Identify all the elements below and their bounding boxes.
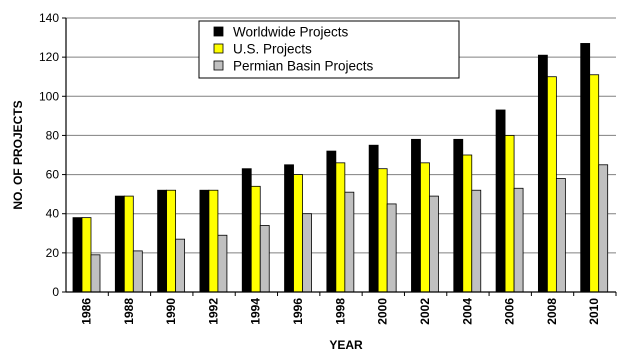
x-tick-label: 1988: [122, 298, 136, 325]
legend: Worldwide Projects U.S. Projects Permian B…: [198, 20, 460, 79]
bar: [302, 213, 312, 293]
bar: [368, 144, 379, 293]
x-axis-ticks: 1986 1988 1990 1992 1994 1996 1998 2000 2002 2004…: [80, 292, 617, 325]
y-tick-label: 100: [39, 89, 59, 103]
bar: [241, 168, 252, 293]
bar: [259, 225, 270, 293]
y-tick-label: 60: [46, 168, 60, 182]
x-tick-label: 1992: [206, 298, 220, 325]
y-tick-label: 80: [46, 128, 60, 142]
x-tick-label: 2008: [545, 298, 559, 325]
x-tick-label: 2010: [587, 298, 601, 325]
legend-label: U.S. Projects: [233, 42, 312, 57]
bar: [580, 43, 591, 293]
bar: [175, 238, 186, 293]
bar: [513, 187, 524, 293]
y-tick-label: 0: [52, 285, 59, 299]
legend-swatch: [213, 26, 224, 37]
bar: [81, 217, 92, 293]
bar: [411, 138, 421, 293]
bar: [123, 195, 134, 293]
bar: [250, 185, 261, 293]
bar: [90, 254, 101, 293]
bar: [555, 178, 566, 293]
x-tick-label: 1990: [164, 298, 178, 325]
x-tick-label: 1994: [249, 298, 263, 325]
bar: [546, 76, 557, 293]
bar: [114, 195, 125, 293]
bar: [598, 164, 609, 293]
bars: [72, 43, 609, 293]
bar: [420, 162, 430, 293]
x-tick-label: 2002: [418, 298, 432, 325]
bar: [386, 203, 397, 293]
x-tick-label: 1996: [291, 298, 305, 325]
legend-swatch: [213, 60, 224, 71]
y-axis-label: NO. OF PROJECTS: [11, 100, 25, 209]
y-tick-label: 20: [46, 246, 60, 260]
y-tick-label: 120: [39, 50, 59, 64]
x-axis-label: YEAR: [329, 338, 363, 352]
legend-box: [198, 20, 460, 79]
bar: [429, 195, 439, 293]
legend-label: Permian Basin Projects: [233, 59, 374, 74]
bar: [72, 217, 83, 293]
bar: [166, 189, 177, 293]
bar: [326, 150, 337, 293]
y-axis-ticks: 0 20 40 60 80 100 120 140: [39, 11, 66, 299]
bar: [208, 189, 219, 293]
bar: [157, 189, 168, 293]
legend-swatch: [213, 43, 224, 54]
x-tick-label: 2006: [503, 298, 517, 325]
bar: [132, 250, 143, 293]
bar: [377, 168, 388, 293]
bar: [217, 234, 228, 293]
y-tick-label: 140: [39, 11, 59, 25]
legend-label: Worldwide Projects: [233, 25, 349, 40]
x-tick-label: 2004: [460, 298, 474, 325]
bar: [462, 154, 473, 293]
bar: [199, 189, 210, 293]
bar: [537, 54, 548, 293]
y-tick-label: 40: [46, 207, 60, 221]
x-tick-label: 2000: [376, 298, 390, 325]
axes: [65, 18, 616, 293]
bar: [284, 164, 294, 293]
bar: [344, 191, 355, 293]
bar: [589, 74, 600, 293]
x-tick-label: 1986: [80, 298, 94, 325]
bar: [495, 109, 506, 293]
bar: [293, 174, 303, 293]
bar: [335, 162, 346, 293]
bar: [504, 135, 515, 293]
bar: [471, 189, 482, 293]
x-tick-label: 1998: [333, 298, 347, 325]
bar: [453, 138, 464, 293]
